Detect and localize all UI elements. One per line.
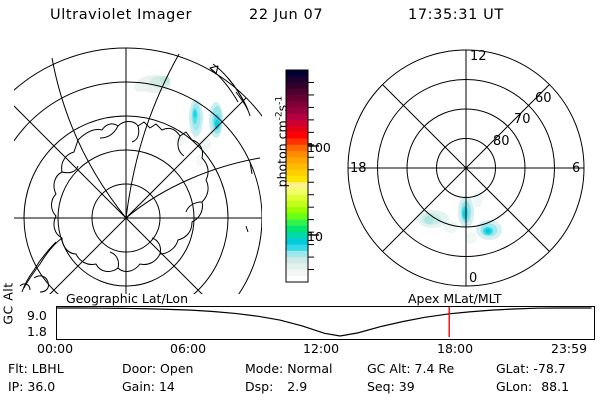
longitude-meridians: [14, 48, 262, 294]
antarctica-coastline: [19, 63, 253, 293]
colorbar-tick-10: 10: [307, 229, 323, 244]
geographic-plot-canvas: [14, 46, 262, 294]
colorbar-swatches: [286, 70, 308, 283]
mlt-spokes: [348, 50, 584, 286]
status-glon-value: 88.1: [541, 379, 570, 394]
colorbar-axis-title: photon cm-2s-1: [274, 95, 290, 188]
status-gain: Gain: 14: [122, 379, 175, 394]
status-flt-value: LBHL: [31, 361, 64, 376]
status-ip-label: IP:: [8, 379, 24, 394]
status-ip: IP: 36.0: [8, 379, 55, 394]
colorbar-scale: [285, 69, 319, 283]
status-door-label: Door:: [122, 361, 157, 376]
status-glon: GLon: 88.1: [496, 379, 569, 394]
time-tick-2: 12:00: [303, 341, 340, 356]
mlat-label-70: 70: [514, 112, 531, 127]
status-gain-label: Gain:: [122, 379, 155, 394]
status-flt-label: Flt:: [8, 361, 28, 376]
colorbar-legend: photon cm-2s-1 100 10: [266, 46, 352, 296]
colorbar-tick-100: 100: [307, 140, 331, 155]
header-bar: Ultraviolet Imager 22 Jun 07 17:35:31 UT: [0, 4, 600, 30]
status-door: Door: Open: [122, 361, 193, 376]
mlat-label-60: 60: [535, 91, 552, 106]
mlt-label-12: 12: [470, 49, 487, 64]
status-mode-label: Mode:: [245, 361, 284, 376]
status-dsp-label: Dsp:: [245, 379, 274, 394]
magnetic-plot-canvas: 12 6 0 18 60 70 80: [338, 44, 594, 296]
status-dsp: Dsp: 2.9: [245, 379, 307, 394]
status-glon-label: GLon:: [496, 379, 533, 394]
time-tick-4: 23:59: [551, 341, 588, 356]
altitude-tick-bottom: 1.8: [27, 324, 47, 339]
time-tick-1: 06:00: [170, 341, 207, 356]
observation-date: 22 Jun 07: [249, 7, 324, 23]
time-tick-3: 18:00: [437, 341, 474, 356]
status-mode-value: Normal: [287, 361, 333, 376]
altitude-tick-top: 9.0: [27, 308, 47, 323]
altitude-trace: [57, 307, 592, 337]
status-gcalt: GC Alt: 7.4 Re: [367, 361, 454, 376]
status-panel: Flt: LBHL Door: Open Mode: Normal GC Alt…: [0, 360, 600, 400]
mlt-label-0: 0: [469, 271, 477, 286]
status-gain-value: 14: [158, 379, 175, 394]
status-gcalt-label: GC Alt:: [367, 361, 411, 376]
geographic-polar-plot[interactable]: [14, 46, 262, 294]
mlt-label-6: 6: [572, 161, 580, 176]
status-ip-value: 36.0: [27, 379, 56, 394]
geographic-panel-subtitle: Geographic Lat/Lon: [66, 291, 188, 306]
status-glat: GLat: -78.7: [496, 361, 566, 376]
status-gcalt-value: 7.4 Re: [414, 361, 455, 376]
altitude-time-plot[interactable]: [56, 306, 595, 340]
time-tick-0: 00:00: [37, 341, 74, 356]
mlt-label-18: 18: [350, 161, 367, 176]
observation-time: 17:35:31 UT: [408, 7, 504, 23]
altitude-axis-label: GC Alt: [0, 282, 16, 325]
magnetic-polar-plot[interactable]: 12 6 0 18 60 70 80: [338, 44, 594, 296]
status-flt: Flt: LBHL: [8, 361, 64, 376]
colorbar-tick-marks: [308, 81, 319, 271]
status-dsp-value: 2.9: [287, 379, 308, 394]
mlat-label-80: 80: [493, 134, 510, 149]
magnetic-panel-subtitle: Apex MLat/MLT: [408, 291, 502, 306]
status-glat-value: -78.7: [533, 361, 566, 376]
instrument-title: Ultraviolet Imager: [50, 7, 193, 23]
altitude-plot-canvas: [57, 307, 592, 337]
status-door-value: Open: [160, 361, 194, 376]
status-seq-value: 39: [398, 379, 415, 394]
status-seq: Seq: 39: [367, 379, 415, 394]
status-mode: Mode: Normal: [245, 361, 333, 376]
status-glat-label: GLat:: [496, 361, 530, 376]
status-seq-label: Seq:: [367, 379, 395, 394]
